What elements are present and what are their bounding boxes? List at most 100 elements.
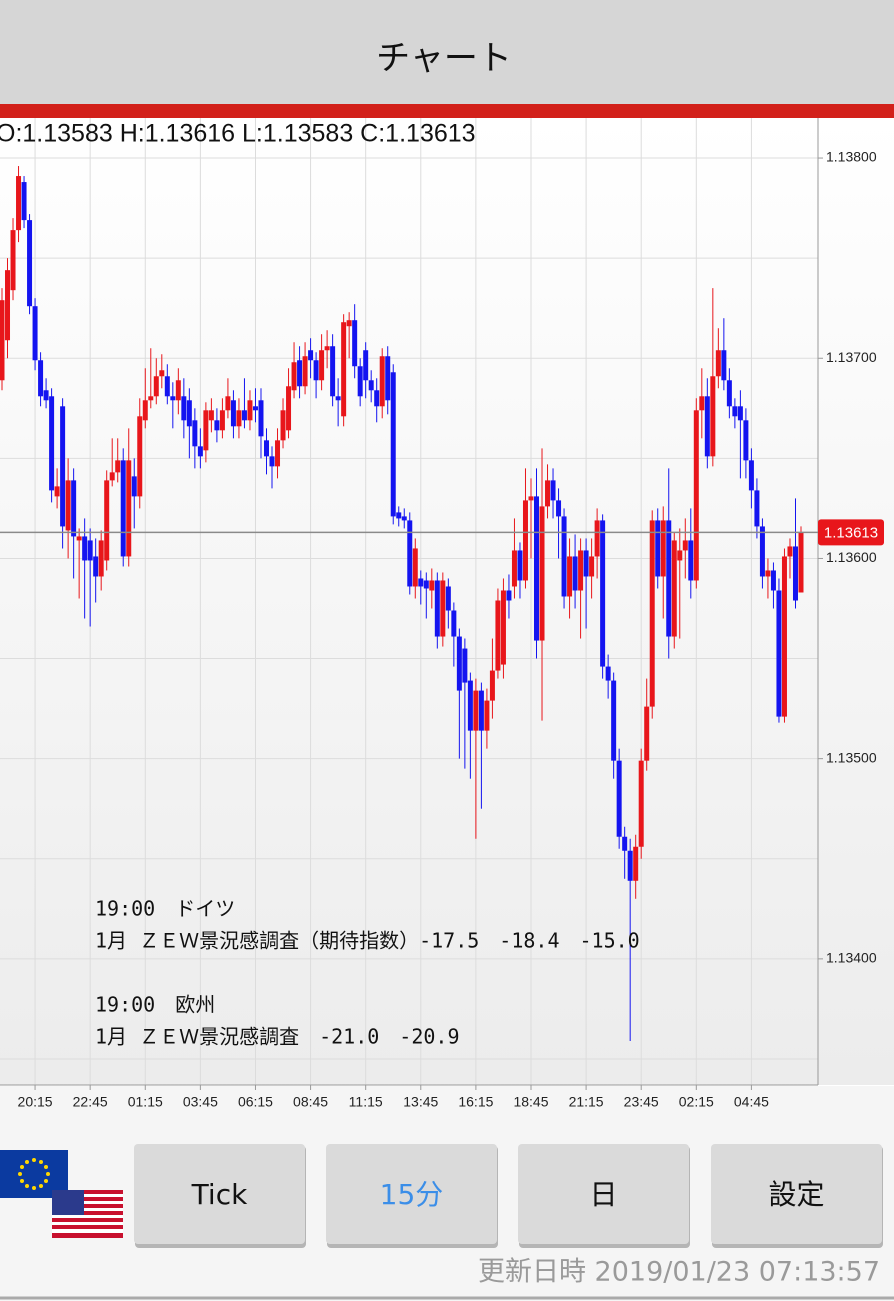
button-face[interactable] — [326, 1144, 497, 1244]
x-tick-label: 18:45 — [513, 1094, 548, 1110]
current-price-box — [818, 519, 884, 546]
candle-body — [611, 680, 617, 761]
candle-body — [131, 476, 137, 497]
candle-body — [71, 480, 77, 537]
candle-body — [440, 580, 446, 637]
candle-body — [495, 600, 501, 671]
tab-button[interactable]: 日 — [518, 1144, 690, 1248]
x-tick-label: 01:15 — [128, 1094, 163, 1110]
candle-body — [269, 456, 275, 467]
button-label[interactable]: 日 — [589, 1178, 617, 1211]
event-annotation: 1月 ＺＥＷ景況感調査 -21.0 -20.9 — [95, 1025, 460, 1049]
candle-body — [732, 406, 738, 417]
candle-body — [710, 376, 716, 457]
event-annotation: 1月 ＺＥＷ景況感調査（期待指数）-17.5 -18.4 -15.0 — [95, 929, 640, 953]
candle-body — [341, 322, 347, 417]
candle-body — [82, 536, 88, 561]
x-tick-label: 02:15 — [679, 1094, 714, 1110]
button-label[interactable]: Tick — [191, 1178, 248, 1211]
candle-body — [137, 416, 143, 497]
candle-body — [208, 410, 214, 421]
current-price-label: 1.13613 — [824, 524, 878, 541]
candle-body — [715, 350, 721, 377]
y-tick-label: 1.13800 — [826, 149, 877, 165]
candle-body — [374, 390, 380, 407]
button-face[interactable] — [711, 1144, 882, 1244]
candle-body — [302, 356, 308, 387]
candle-body — [236, 410, 242, 427]
candle-body — [500, 590, 506, 665]
candle-body — [776, 590, 782, 717]
candle-body — [660, 520, 666, 577]
candle-body — [142, 400, 148, 421]
candle-body — [600, 520, 606, 667]
candle-body — [186, 400, 192, 427]
candle-body — [688, 540, 694, 581]
candle-body — [286, 386, 292, 431]
tab-button[interactable]: 15分 — [326, 1144, 498, 1248]
candle-body — [385, 356, 391, 401]
candle-body — [489, 670, 495, 701]
candle-body — [263, 440, 269, 457]
candle-body — [467, 680, 473, 731]
candle-body — [418, 578, 424, 587]
candle-body — [578, 550, 584, 591]
button-label[interactable]: 15分 — [380, 1178, 444, 1211]
candle-body — [363, 350, 369, 381]
candle-body — [572, 556, 578, 591]
candle-body — [247, 400, 253, 421]
candle-body — [787, 546, 793, 557]
event-annotation: 19:00 欧州 — [95, 993, 215, 1017]
candle-body — [407, 520, 413, 587]
candle-body — [693, 410, 699, 581]
candle-body — [445, 586, 451, 611]
candle-body — [556, 500, 562, 517]
candle-body — [126, 460, 132, 557]
candle-body — [330, 346, 336, 397]
candle-body — [506, 590, 512, 601]
candle-body — [291, 362, 297, 391]
plot — [0, 118, 818, 1085]
candle-body — [534, 496, 540, 641]
candle-body — [357, 366, 363, 397]
candle-body — [153, 376, 159, 397]
candle-body — [478, 690, 484, 731]
candle-body — [38, 360, 44, 397]
candle-body — [429, 580, 435, 591]
candle-body — [666, 520, 672, 637]
button-face[interactable] — [134, 1144, 305, 1244]
candle-body — [16, 176, 22, 231]
candle-body — [434, 580, 440, 637]
candle-body — [484, 700, 490, 731]
candle-body — [699, 396, 705, 411]
candle-body — [109, 472, 115, 481]
currency-flags — [0, 1150, 123, 1238]
candle-body — [638, 760, 644, 847]
candle-body — [324, 346, 330, 351]
candle-body — [192, 420, 198, 447]
ohlc-label: O:1.13583 H:1.13616 L:1.13583 C:1.13613 — [0, 120, 476, 148]
candle-body — [721, 350, 727, 381]
x-tick-label: 23:45 — [624, 1094, 659, 1110]
candle-body — [319, 350, 325, 381]
tab-button[interactable]: Tick — [134, 1144, 306, 1248]
candle-body — [60, 406, 66, 527]
candle-body — [649, 520, 655, 707]
candle-body — [743, 420, 749, 461]
candle-body — [605, 666, 611, 681]
candle-body — [368, 380, 374, 391]
tab-button[interactable]: 設定 — [711, 1144, 883, 1248]
candle-body — [589, 556, 595, 577]
button-label[interactable]: 設定 — [768, 1178, 824, 1211]
candle-body — [594, 520, 600, 557]
x-tick-label: 20:15 — [18, 1094, 53, 1110]
candle-body — [21, 182, 27, 221]
button-face[interactable] — [518, 1144, 689, 1244]
candle-body — [170, 396, 176, 401]
event-annotation: 19:00 ドイツ — [95, 897, 235, 921]
candle-body — [0, 300, 5, 381]
candle-body — [726, 380, 732, 407]
candle-body — [792, 546, 798, 601]
